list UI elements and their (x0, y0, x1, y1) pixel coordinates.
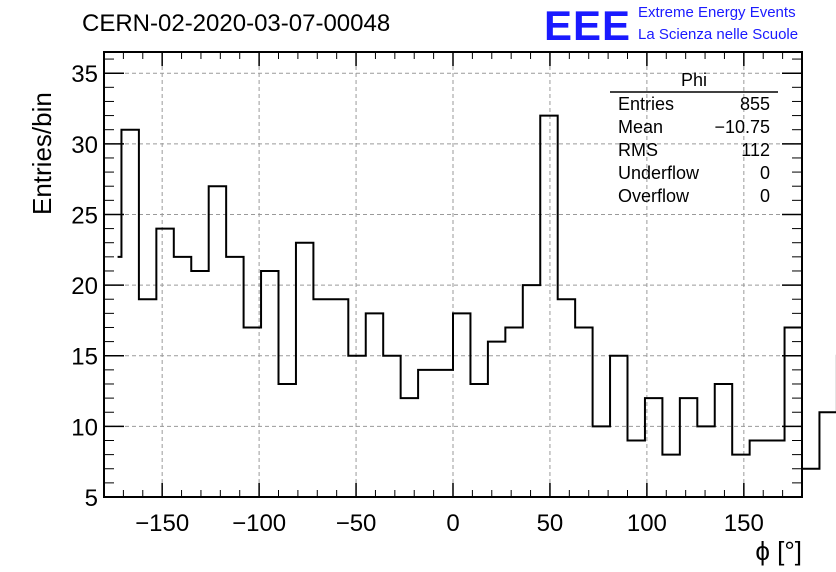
x-tick-label: 100 (627, 510, 667, 537)
stats-label-rms: RMS (618, 140, 658, 160)
y-tick-label: 15 (71, 344, 98, 371)
stats-value-overflow: 0 (760, 186, 770, 206)
stats-value-entries: 855 (740, 94, 770, 114)
x-axis-ticks: −150 −100 −50 0 50 100 150 (122, 52, 784, 537)
x-tick-label: 150 (724, 510, 764, 537)
stats-label-entries: Entries (618, 94, 674, 114)
y-axis-ticks: 5 10 15 20 25 30 35 (71, 58, 802, 512)
eee-logo: EEE (544, 2, 632, 49)
logo-line-2: La Scienza nelle Scuole (638, 26, 799, 43)
stats-value-rms: 112 (741, 140, 770, 160)
stats-value-underflow: 0 (760, 163, 770, 183)
y-axis-label: Entries/bin (27, 92, 57, 215)
y-tick-label: 5 (85, 485, 98, 512)
y-tick-label: 10 (71, 414, 98, 441)
stats-label-mean: Mean (618, 117, 663, 137)
x-tick-label: −50 (336, 510, 377, 537)
grid-lines (104, 52, 802, 498)
y-tick-label: 30 (71, 132, 98, 159)
x-tick-label: 50 (537, 510, 564, 537)
y-tick-label: 25 (71, 202, 98, 229)
stats-title: Phi (681, 70, 707, 90)
stats-label-underflow: Underflow (618, 163, 700, 183)
y-tick-label: 35 (71, 61, 98, 88)
chart-title: CERN-02-2020-03-07-00048 (82, 10, 391, 37)
stats-label-overflow: Overflow (618, 186, 690, 206)
x-tick-label: −150 (135, 510, 189, 537)
logo-line-1: Extreme Energy Events (638, 4, 796, 21)
histogram-step-line (117, 114, 836, 470)
plot-frame (103, 51, 803, 498)
stats-box: Phi Entries 855 Mean −10.75 RMS 112 Underflow 0 O… (610, 70, 778, 206)
y-tick-label: 20 (71, 273, 98, 300)
stats-value-mean: −10.75 (714, 117, 770, 137)
x-tick-label: −100 (232, 510, 286, 537)
x-tick-label: 0 (446, 510, 459, 537)
x-axis-label: ϕ [°] (755, 536, 802, 566)
